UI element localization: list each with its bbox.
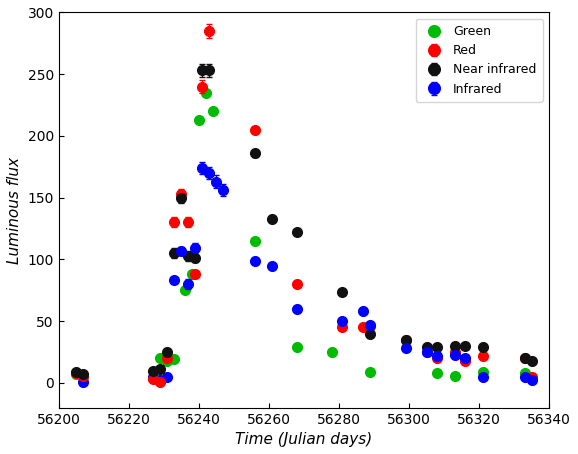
Line: Green: Green <box>72 88 529 382</box>
Green <box>251 238 258 244</box>
Green <box>209 109 216 114</box>
X-axis label: Time (Julian days): Time (Julian days) <box>235 432 373 447</box>
Green <box>171 357 178 362</box>
Green <box>367 369 374 375</box>
Green <box>73 371 80 377</box>
Green <box>328 349 335 355</box>
Green <box>195 117 202 123</box>
Y-axis label: Luminous flux: Luminous flux <box>7 157 22 263</box>
Legend: Green, Red, Near infrared, Infrared: Green, Red, Near infrared, Infrared <box>416 19 543 102</box>
Green <box>157 355 164 361</box>
Green <box>164 358 171 364</box>
Green <box>202 90 209 95</box>
Green <box>80 374 87 380</box>
Green <box>181 287 188 293</box>
Green <box>188 271 195 277</box>
Green <box>521 370 528 376</box>
Green <box>479 369 486 375</box>
Green <box>434 370 440 376</box>
Green <box>451 373 458 378</box>
Green <box>294 345 301 350</box>
